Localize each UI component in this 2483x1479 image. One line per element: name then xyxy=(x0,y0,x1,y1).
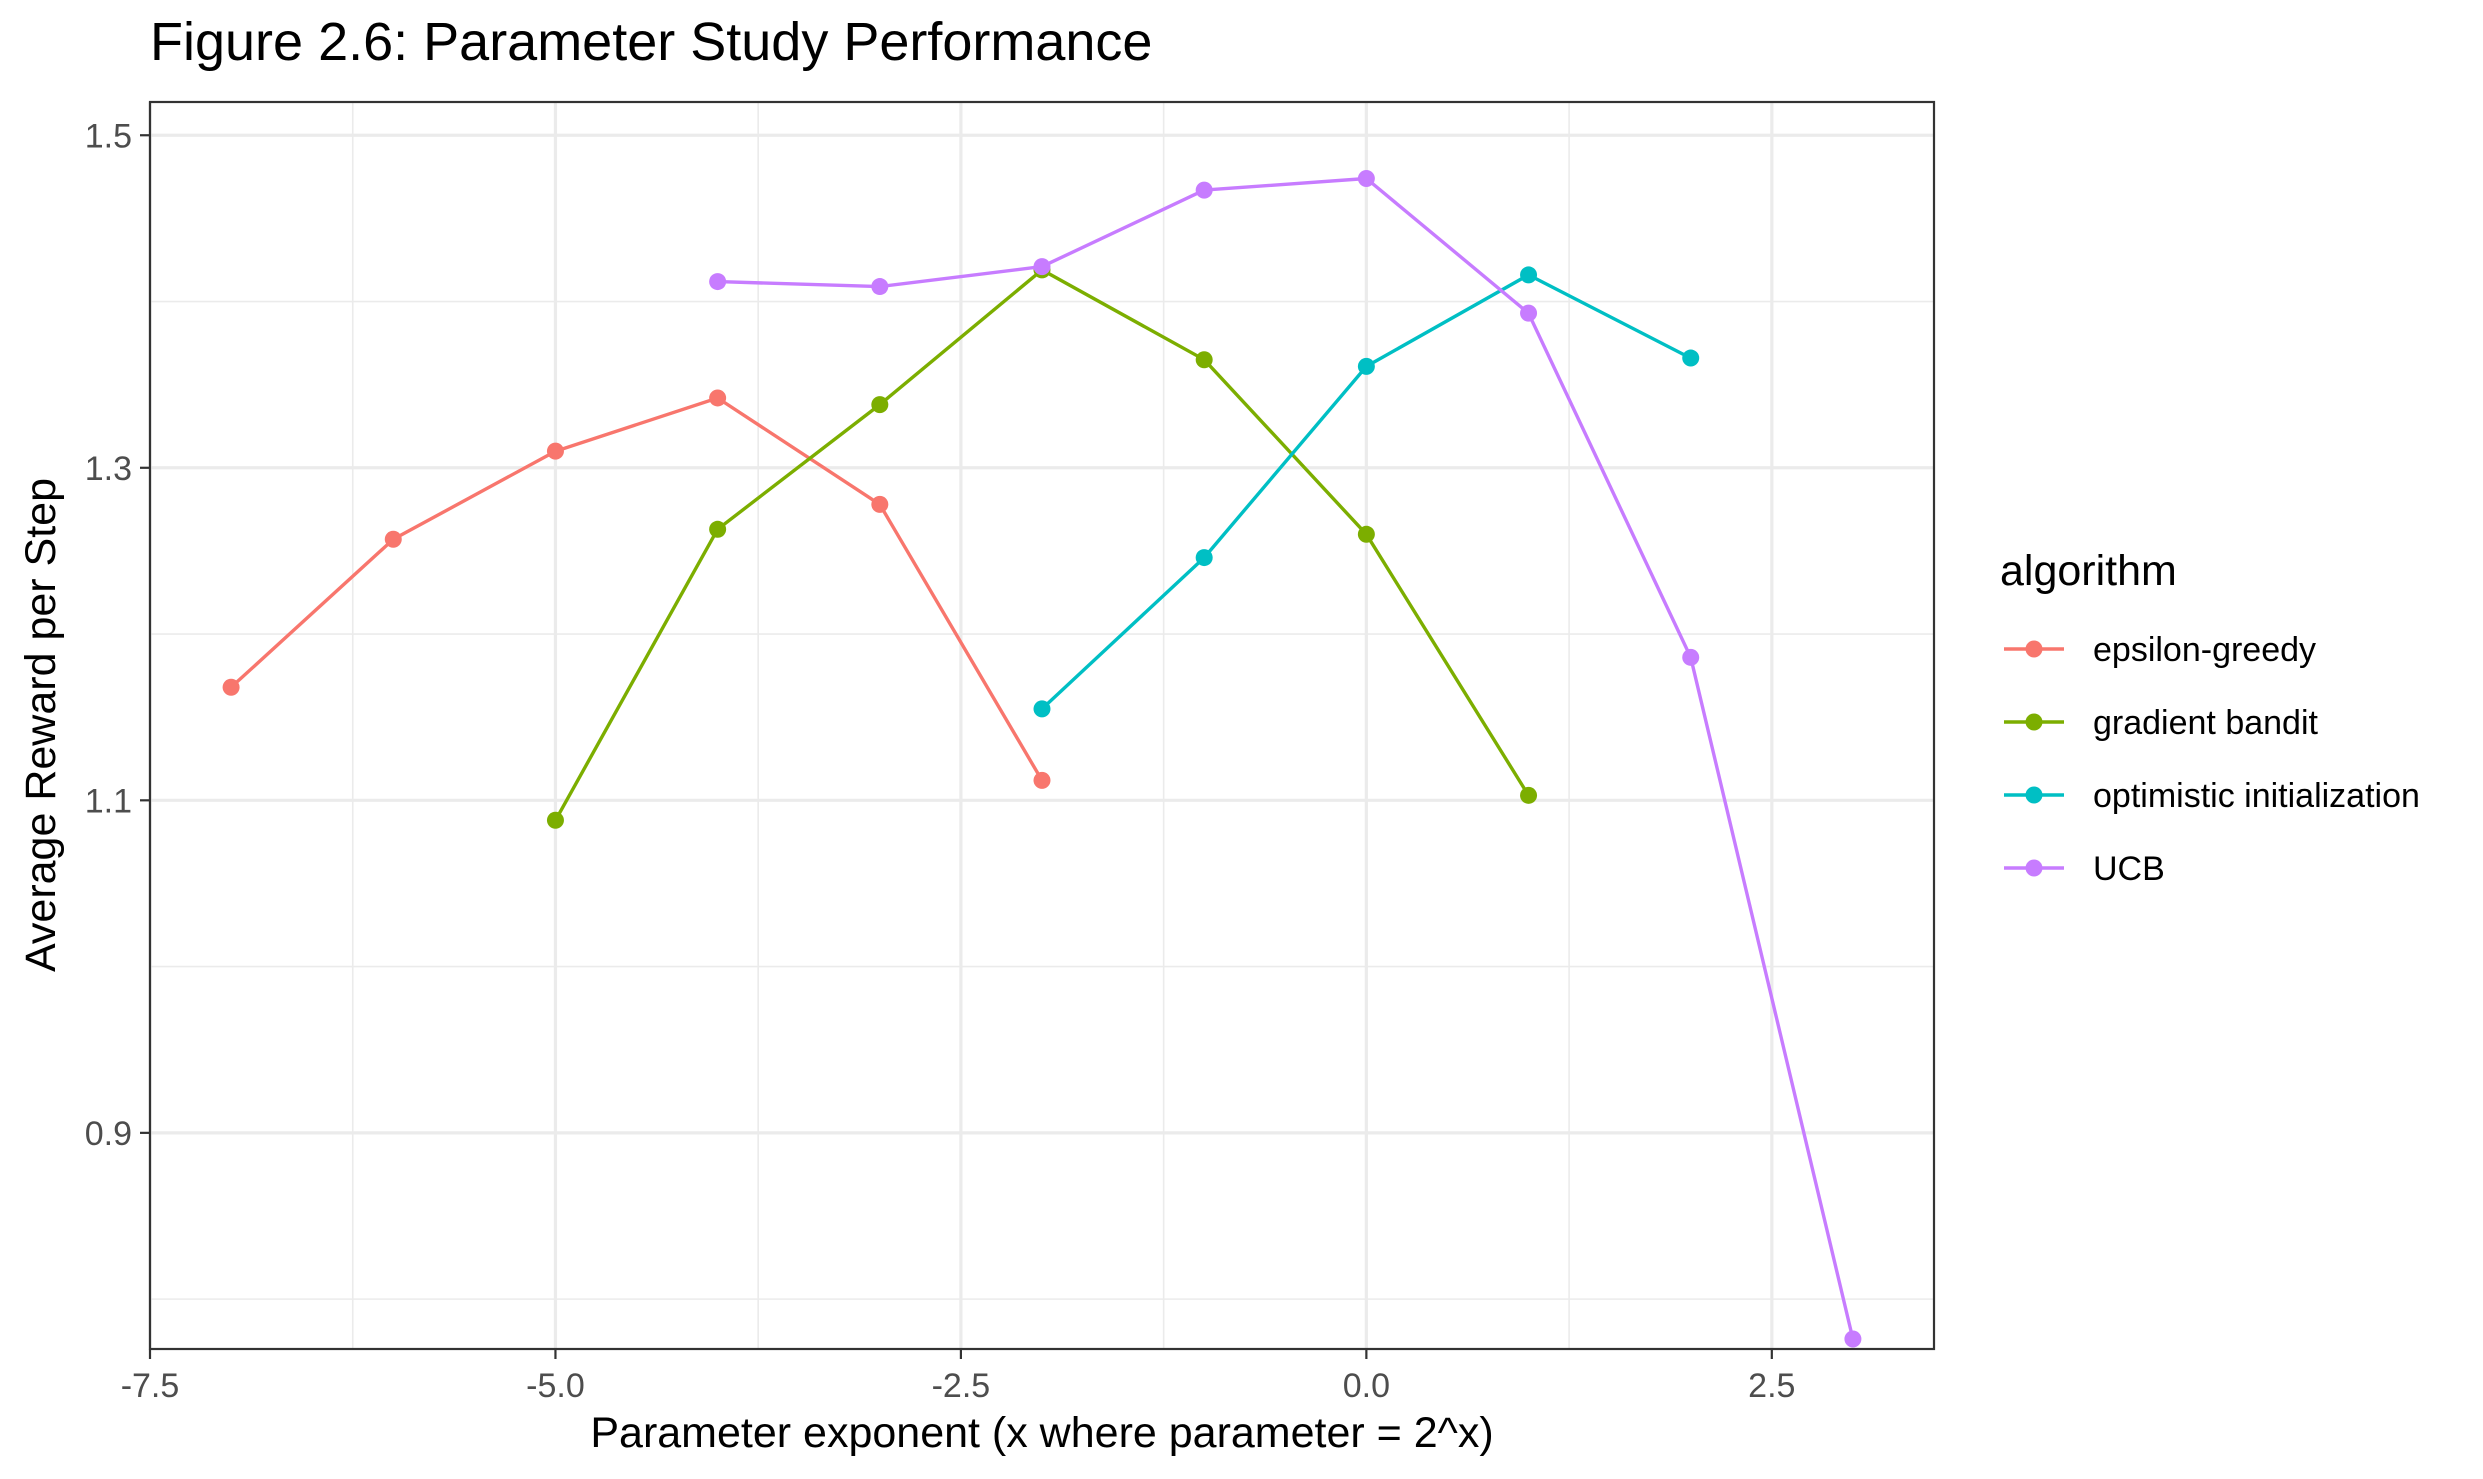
data-point-gradient-bandit xyxy=(546,811,564,829)
legend-item-epsilon-greedy: epsilon-greedy xyxy=(2004,631,2316,669)
data-point-optimistic-initialization xyxy=(1357,357,1375,375)
legend-key-point xyxy=(2025,859,2043,877)
data-point-gradient-bandit xyxy=(709,520,727,538)
data-point-ucb xyxy=(1844,1330,1862,1348)
data-point-epsilon-greedy xyxy=(709,389,727,407)
data-point-optimistic-initialization xyxy=(1520,266,1538,284)
legend-item-ucb: UCB xyxy=(2004,850,2165,888)
series-epsilon-greedy xyxy=(222,389,1051,789)
data-point-optimistic-initialization xyxy=(1195,549,1213,567)
legend-label: gradient bandit xyxy=(2093,704,2319,742)
legend-label: optimistic initialization xyxy=(2093,777,2420,815)
data-point-epsilon-greedy xyxy=(1033,771,1051,789)
chart-title: Figure 2.6: Parameter Study Performance xyxy=(150,12,1152,72)
legend-key-point xyxy=(2025,640,2043,658)
legend-key-point xyxy=(2025,786,2043,804)
x-tick-label: 2.5 xyxy=(1748,1367,1795,1405)
data-point-epsilon-greedy xyxy=(871,495,889,513)
legend: algorithm epsilon-greedy gradient bandit o… xyxy=(2000,547,2420,888)
data-point-ucb xyxy=(1033,258,1051,276)
data-point-optimistic-initialization xyxy=(1033,700,1051,718)
series-ucb xyxy=(709,169,1862,1348)
data-point-ucb xyxy=(871,278,889,296)
data-point-gradient-bandit xyxy=(1520,786,1538,804)
panel-border xyxy=(148,100,1936,1351)
y-tick-label: 1.3 xyxy=(85,450,132,488)
data-point-ucb xyxy=(1682,648,1700,666)
series-layer xyxy=(222,169,1862,1348)
data-point-optimistic-initialization xyxy=(1682,349,1700,367)
x-tick-label: -2.5 xyxy=(932,1367,991,1405)
y-tick-label: 1.1 xyxy=(85,782,132,820)
legend-key-point xyxy=(2025,713,2043,731)
axis-layer: -7.5 -5.0 -2.5 0.0 2.5 0.9 1.1 1.3 1.5 xyxy=(85,117,1796,1405)
data-point-epsilon-greedy xyxy=(222,678,240,696)
data-point-ucb xyxy=(1357,169,1375,187)
x-axis-title: Parameter exponent (x where parameter = … xyxy=(590,1409,1493,1457)
data-point-ucb xyxy=(709,273,727,291)
legend-item-gradient-bandit: gradient bandit xyxy=(2004,704,2319,742)
data-point-epsilon-greedy xyxy=(384,530,402,548)
legend-label: UCB xyxy=(2093,850,2165,888)
data-point-epsilon-greedy xyxy=(546,442,564,460)
data-point-ucb xyxy=(1195,181,1213,199)
y-tick-label: 0.9 xyxy=(85,1115,132,1153)
data-point-gradient-bandit xyxy=(1357,525,1375,543)
y-axis-title: Average Reward per Step xyxy=(17,478,65,972)
legend-item-optimistic-initialization: optimistic initialization xyxy=(2004,777,2420,815)
x-tick-label: -7.5 xyxy=(121,1367,180,1405)
data-point-gradient-bandit xyxy=(871,396,889,414)
series-line-epsilon-greedy xyxy=(229,396,1044,782)
series-line-ucb xyxy=(717,176,1855,1340)
legend-title: algorithm xyxy=(2000,547,2177,595)
y-tick-label: 1.5 xyxy=(85,117,132,155)
data-point-ucb xyxy=(1520,304,1538,322)
x-tick-label: -5.0 xyxy=(526,1367,585,1405)
data-point-gradient-bandit xyxy=(1195,351,1213,369)
x-tick-label: 0.0 xyxy=(1343,1367,1390,1405)
series-optimistic-initialization xyxy=(1033,266,1700,718)
legend-label: epsilon-greedy xyxy=(2093,631,2316,669)
